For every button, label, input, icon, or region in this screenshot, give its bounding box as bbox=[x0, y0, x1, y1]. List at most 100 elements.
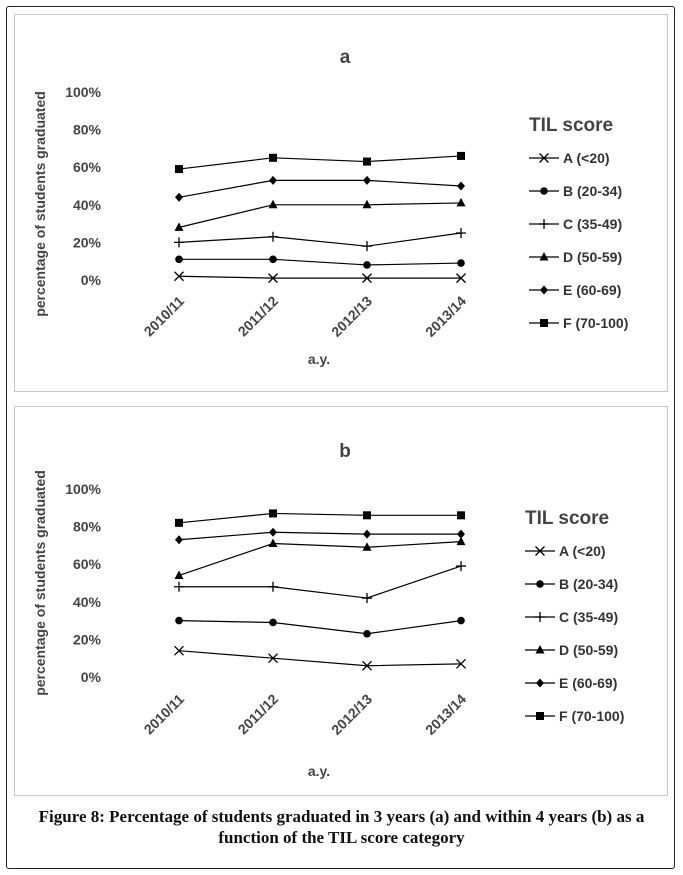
series-line bbox=[178, 541, 462, 577]
legend-marker bbox=[539, 153, 549, 163]
data-point bbox=[362, 542, 372, 551]
legend-label: D (50-59) bbox=[563, 249, 622, 265]
series-x bbox=[174, 271, 466, 284]
data-point bbox=[174, 581, 184, 592]
data-point bbox=[268, 273, 278, 284]
y-tick-label: 60% bbox=[73, 159, 102, 175]
series-line bbox=[178, 531, 461, 541]
series-line bbox=[178, 179, 462, 198]
series-line bbox=[179, 565, 462, 599]
series-circle bbox=[175, 616, 465, 638]
data-point bbox=[175, 535, 183, 545]
legend-entry: B (20-34) bbox=[529, 183, 622, 199]
legend-entry: D (50-59) bbox=[525, 642, 618, 658]
data-point bbox=[362, 199, 372, 209]
data-point bbox=[457, 616, 465, 625]
legend-marker bbox=[535, 546, 545, 556]
legend-marker bbox=[536, 712, 544, 720]
data-point bbox=[174, 237, 184, 248]
legend-label: E (60-69) bbox=[563, 282, 621, 298]
series-triangle bbox=[174, 536, 466, 579]
data-point bbox=[175, 192, 183, 202]
figure-caption: Figure 8: Percentage of students graduat… bbox=[38, 807, 645, 847]
data-point bbox=[269, 255, 277, 264]
data-point bbox=[174, 570, 184, 579]
series-diamond bbox=[175, 527, 465, 545]
data-point bbox=[268, 199, 278, 209]
series-line bbox=[178, 512, 461, 524]
data-point bbox=[456, 658, 466, 669]
data-point bbox=[174, 271, 184, 282]
y-tick-label: 0% bbox=[81, 669, 102, 685]
series-circle bbox=[175, 255, 465, 269]
legend-entry: E (60-69) bbox=[525, 675, 617, 691]
chart-a-svg: a 0% 20% 40% 60% 80% 100% percentage of student… bbox=[32, 47, 628, 367]
data-point bbox=[175, 165, 183, 174]
x-tick-label: 2013/14 bbox=[422, 691, 469, 738]
y-tick-label: 20% bbox=[73, 234, 102, 250]
data-point bbox=[456, 197, 466, 207]
series-line bbox=[178, 620, 462, 635]
data-point bbox=[457, 259, 465, 267]
data-point bbox=[269, 175, 277, 185]
legend-marker bbox=[540, 187, 548, 195]
data-point bbox=[363, 511, 371, 520]
legend-label: C (35-49) bbox=[559, 609, 618, 625]
data-point bbox=[457, 181, 465, 191]
legend-label: B (20-34) bbox=[563, 183, 622, 199]
data-point bbox=[175, 616, 183, 625]
data-point bbox=[268, 581, 278, 592]
data-point bbox=[457, 151, 465, 160]
data-point bbox=[362, 593, 372, 604]
data-point bbox=[268, 653, 278, 664]
x-tick-label: 2013/14 bbox=[422, 293, 469, 340]
data-point bbox=[363, 529, 371, 539]
y-tick-label: 100% bbox=[65, 84, 101, 100]
series-line bbox=[178, 275, 461, 279]
legend-entry: B (20-34) bbox=[525, 576, 618, 592]
x-axis-label: a.y. bbox=[308, 763, 330, 779]
data-point bbox=[269, 527, 277, 537]
data-point bbox=[363, 629, 371, 638]
series-line bbox=[178, 232, 462, 247]
data-point bbox=[363, 175, 371, 185]
data-point bbox=[174, 222, 184, 231]
chart-panel-a: a 0% 20% 40% 60% 80% 100% percentage of student… bbox=[14, 14, 668, 392]
data-point bbox=[363, 157, 371, 166]
data-point bbox=[268, 231, 278, 242]
x-tick-label: 2010/11 bbox=[141, 293, 188, 340]
data-point bbox=[268, 538, 278, 548]
legend-entry: E (60-69) bbox=[529, 282, 621, 298]
legend-marker bbox=[540, 319, 548, 327]
y-tick-label: 80% bbox=[73, 519, 102, 535]
x-axis-label: a.y. bbox=[308, 351, 330, 367]
legend-marker bbox=[539, 219, 549, 229]
data-point bbox=[175, 255, 183, 264]
data-point bbox=[362, 241, 372, 252]
legend-entry: C (35-49) bbox=[529, 216, 622, 232]
series-diamond bbox=[175, 175, 465, 202]
legend-entry: D (50-59) bbox=[529, 249, 622, 265]
legend-entry: F (70-100) bbox=[529, 315, 628, 331]
legend-entry: F (70-100) bbox=[525, 708, 624, 724]
x-tick-label: 2011/12 bbox=[235, 691, 282, 738]
legend-entry: C (35-49) bbox=[525, 609, 618, 625]
data-point bbox=[269, 618, 277, 627]
data-point bbox=[457, 529, 465, 539]
x-tick-label: 2011/12 bbox=[235, 293, 282, 340]
y-tick-label: 0% bbox=[81, 272, 102, 288]
y-tick-label: 40% bbox=[73, 594, 102, 610]
legend-entry: A (<20) bbox=[529, 150, 610, 166]
data-point bbox=[175, 518, 183, 527]
legend-title: TIL score bbox=[529, 115, 613, 136]
figure-frame bbox=[6, 6, 675, 869]
legend-label: A (<20) bbox=[563, 150, 610, 166]
legend-marker bbox=[536, 678, 544, 688]
data-point bbox=[456, 561, 466, 572]
legend-marker bbox=[539, 252, 549, 261]
chart-panel-b: b 0% 20% 40% 60% 80% 100% percentage of student… bbox=[14, 406, 668, 796]
data-point bbox=[456, 536, 466, 546]
x-tick-label: 2012/13 bbox=[328, 691, 375, 738]
series-square bbox=[175, 151, 465, 174]
data-point bbox=[174, 645, 184, 656]
